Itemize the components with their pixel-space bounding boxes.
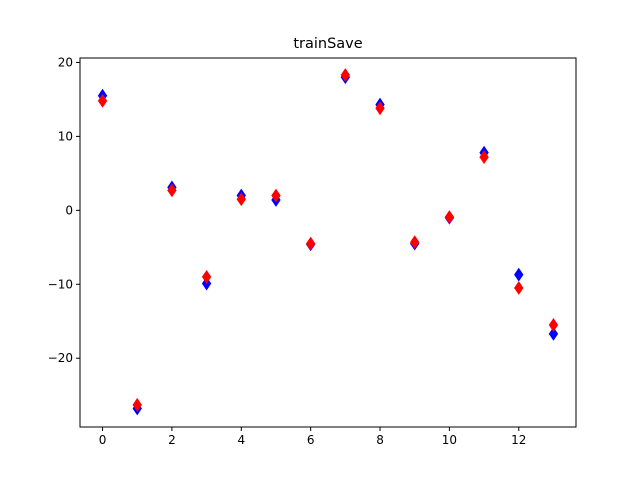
x-tick-label: 10 (442, 433, 457, 447)
y-tick-label: 20 (58, 55, 73, 69)
data-point-series-1 (167, 183, 177, 198)
data-point-series-1 (236, 192, 246, 207)
data-point-series-1 (375, 101, 385, 116)
x-tick-label: 6 (307, 433, 315, 447)
data-point-series-1 (305, 236, 316, 251)
data-point-series-1 (410, 235, 420, 250)
x-tick-label: 8 (376, 433, 384, 447)
x-tick-label: 2 (168, 433, 176, 447)
x-axis: 0 2 4 6 8 10 12 (99, 427, 526, 447)
chart-title: trainSave (293, 36, 362, 52)
data-point-series-1 (548, 318, 559, 332)
y-tick-label: −10 (48, 277, 73, 291)
y-tick-label: 0 (65, 203, 73, 217)
data-point-series-1 (514, 281, 524, 295)
data-point-series-1 (271, 188, 281, 203)
data-point-series-0 (548, 326, 559, 341)
data-markers (97, 68, 559, 416)
x-tick-label: 12 (511, 433, 526, 447)
data-point-series-1 (201, 269, 212, 284)
x-tick-label: 4 (237, 433, 245, 447)
plot-area (79, 57, 577, 428)
data-point-series-1 (479, 150, 489, 165)
y-axis: −20 −10 0 10 20 (48, 55, 80, 365)
data-point-series-0 (514, 267, 524, 282)
x-tick-label: 0 (99, 433, 107, 447)
y-tick-label: 10 (58, 129, 73, 143)
data-point-series-1 (444, 210, 455, 224)
data-point-series-1 (97, 93, 108, 108)
y-tick-label: −20 (48, 351, 73, 365)
data-point-series-1 (132, 397, 142, 412)
data-point-series-1 (340, 68, 351, 82)
